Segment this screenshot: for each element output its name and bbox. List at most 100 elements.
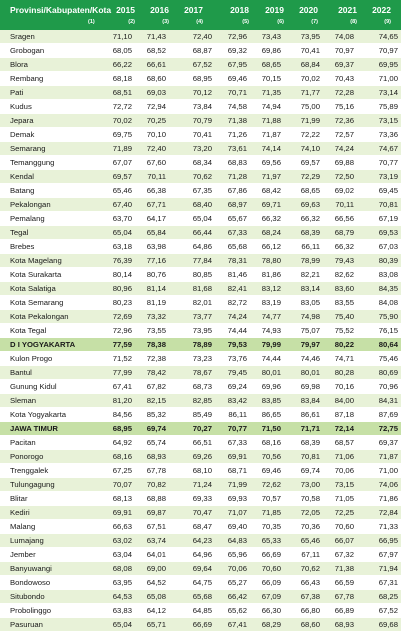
hdi-value: 80,69 xyxy=(357,365,401,380)
hdi-value: 82,15 xyxy=(135,393,169,408)
data-table: Sragen 71,10 71,43 72,40 72,96 73,43 73,95 74,0… xyxy=(0,30,401,632)
region-name: Bantul xyxy=(0,365,101,380)
hdi-value: 73,20 xyxy=(169,141,215,156)
hdi-value: 70,79 xyxy=(169,113,215,128)
hdi-value: 69,37 xyxy=(357,435,401,450)
table-row: Demak 69,75 70,10 70,41 71,26 71,87 72,22 72,57… xyxy=(0,127,401,142)
hdi-value: 69,53 xyxy=(357,225,401,240)
table-body: Sragen 71,10 71,43 72,40 72,96 73,43 73,95 74,0… xyxy=(0,30,401,632)
hdi-value: 66,95 xyxy=(357,533,401,548)
hdi-value: 68,18 xyxy=(101,71,135,86)
hdi-value: 69,68 xyxy=(357,617,401,632)
column-num: (6) xyxy=(277,19,284,25)
hdi-value: 78,80 xyxy=(250,253,284,268)
hdi-value: 83,05 xyxy=(284,295,323,310)
hdi-value: 73,36 xyxy=(357,127,401,142)
hdi-value: 82,72 xyxy=(215,295,250,310)
hdi-value: 70,41 xyxy=(284,43,323,58)
hdi-value: 72,25 xyxy=(323,505,357,520)
hdi-value: 67,41 xyxy=(101,379,135,394)
hdi-value: 67,03 xyxy=(357,239,401,254)
hdi-value: 82,85 xyxy=(169,393,215,408)
hdi-value: 72,28 xyxy=(323,85,357,100)
hdi-value: 73,95 xyxy=(284,30,323,44)
hdi-value: 86,11 xyxy=(215,407,250,422)
hdi-value: 72,22 xyxy=(284,127,323,142)
hdi-value: 83,08 xyxy=(357,267,401,282)
hdi-value: 64,83 xyxy=(215,533,250,548)
hdi-value: 70,81 xyxy=(357,197,401,212)
hdi-value: 65,04 xyxy=(169,211,215,226)
hdi-value: 72,94 xyxy=(135,99,169,114)
hdi-value: 83,60 xyxy=(323,281,357,296)
column-num-1: (1) xyxy=(88,19,95,25)
hdi-value: 69,71 xyxy=(250,197,284,212)
table-row: Temanggung 67,07 67,60 68,34 68,83 69,56 69,57… xyxy=(0,155,401,170)
table-row: Banyuwangi 68,08 69,00 69,64 70,06 70,60 70,62… xyxy=(0,561,401,576)
hdi-value: 68,93 xyxy=(135,449,169,464)
hdi-value: 68,95 xyxy=(169,71,215,86)
hdi-value: 68,24 xyxy=(250,225,284,240)
hdi-value: 70,58 xyxy=(284,491,323,506)
hdi-value: 84,31 xyxy=(357,393,401,408)
hdi-value: 70,77 xyxy=(215,421,250,436)
region-name: Pekalongan xyxy=(0,197,101,212)
hdi-value: 69,46 xyxy=(250,463,284,478)
hdi-value: 66,63 xyxy=(101,519,135,534)
hdi-value: 71,35 xyxy=(250,85,284,100)
hdi-value: 73,84 xyxy=(169,99,215,114)
table-row: Trenggalek 67,25 67,78 68,10 68,71 69,46 69,74… xyxy=(0,463,401,478)
region-name: Kota Surakarta xyxy=(0,267,101,282)
table-row: Lumajang 63,02 63,74 64,23 64,83 65,33 65,46 66… xyxy=(0,533,401,548)
hdi-value: 69,93 xyxy=(215,491,250,506)
region-name: Temanggung xyxy=(0,155,101,170)
hdi-value: 72,14 xyxy=(323,421,357,436)
hdi-value: 80,01 xyxy=(284,365,323,380)
hdi-value: 68,08 xyxy=(101,561,135,576)
hdi-value: 71,28 xyxy=(215,169,250,184)
region-name: Kota Tegal xyxy=(0,323,101,338)
hdi-value: 74,06 xyxy=(357,477,401,492)
hdi-value: 75,40 xyxy=(323,309,357,324)
hdi-value: 65,08 xyxy=(135,589,169,604)
hdi-value: 67,25 xyxy=(101,463,135,478)
hdi-value: 67,33 xyxy=(215,435,250,450)
hdi-value: 74,24 xyxy=(323,141,357,156)
year-header: 2021 xyxy=(338,5,357,15)
hdi-value: 67,52 xyxy=(357,603,401,618)
hdi-value: 68,97 xyxy=(215,197,250,212)
hdi-value: 64,52 xyxy=(135,575,169,590)
hdi-value: 64,75 xyxy=(169,575,215,590)
hdi-value: 71,77 xyxy=(284,85,323,100)
table-row: Tegal 65,04 65,84 66,44 67,33 68,24 68,39 68,79… xyxy=(0,225,401,240)
hdi-value: 69,95 xyxy=(357,57,401,72)
hdi-value: 66,80 xyxy=(284,603,323,618)
hdi-value: 70,16 xyxy=(323,379,357,394)
hdi-value: 64,92 xyxy=(101,435,135,450)
hdi-value: 72,62 xyxy=(250,477,284,492)
hdi-value: 65,27 xyxy=(215,575,250,590)
hdi-value: 69,98 xyxy=(284,379,323,394)
hdi-value: 81,20 xyxy=(101,393,135,408)
region-name: Malang xyxy=(0,519,101,534)
hdi-value: 67,95 xyxy=(215,57,250,72)
hdi-value: 76,15 xyxy=(357,323,401,338)
hdi-value: 70,60 xyxy=(323,519,357,534)
hdi-value: 66,61 xyxy=(135,57,169,72)
table-row: Blora 66,22 66,61 67,52 67,95 68,65 68,84 69,37… xyxy=(0,57,401,72)
region-name: Banyuwangi xyxy=(0,561,101,576)
hdi-value: 80,96 xyxy=(101,281,135,296)
hdi-value: 86,61 xyxy=(284,407,323,422)
hdi-value: 75,46 xyxy=(357,351,401,366)
hdi-value: 63,83 xyxy=(101,603,135,618)
hdi-value: 71,99 xyxy=(215,477,250,492)
region-name: JAWA TIMUR xyxy=(0,421,101,436)
hdi-value: 80,28 xyxy=(323,365,357,380)
table-row: Jember 63,04 64,01 64,96 65,96 66,69 67,11 67,3… xyxy=(0,547,401,562)
hdi-value: 66,59 xyxy=(323,575,357,590)
hdi-value: 66,69 xyxy=(169,617,215,632)
hdi-value: 66,69 xyxy=(250,547,284,562)
hdi-value: 68,39 xyxy=(284,435,323,450)
hdi-value: 71,87 xyxy=(250,127,284,142)
province-row: D I YOGYAKARTA 77,59 78,38 78,89 79,53 79,99 7… xyxy=(0,337,401,352)
